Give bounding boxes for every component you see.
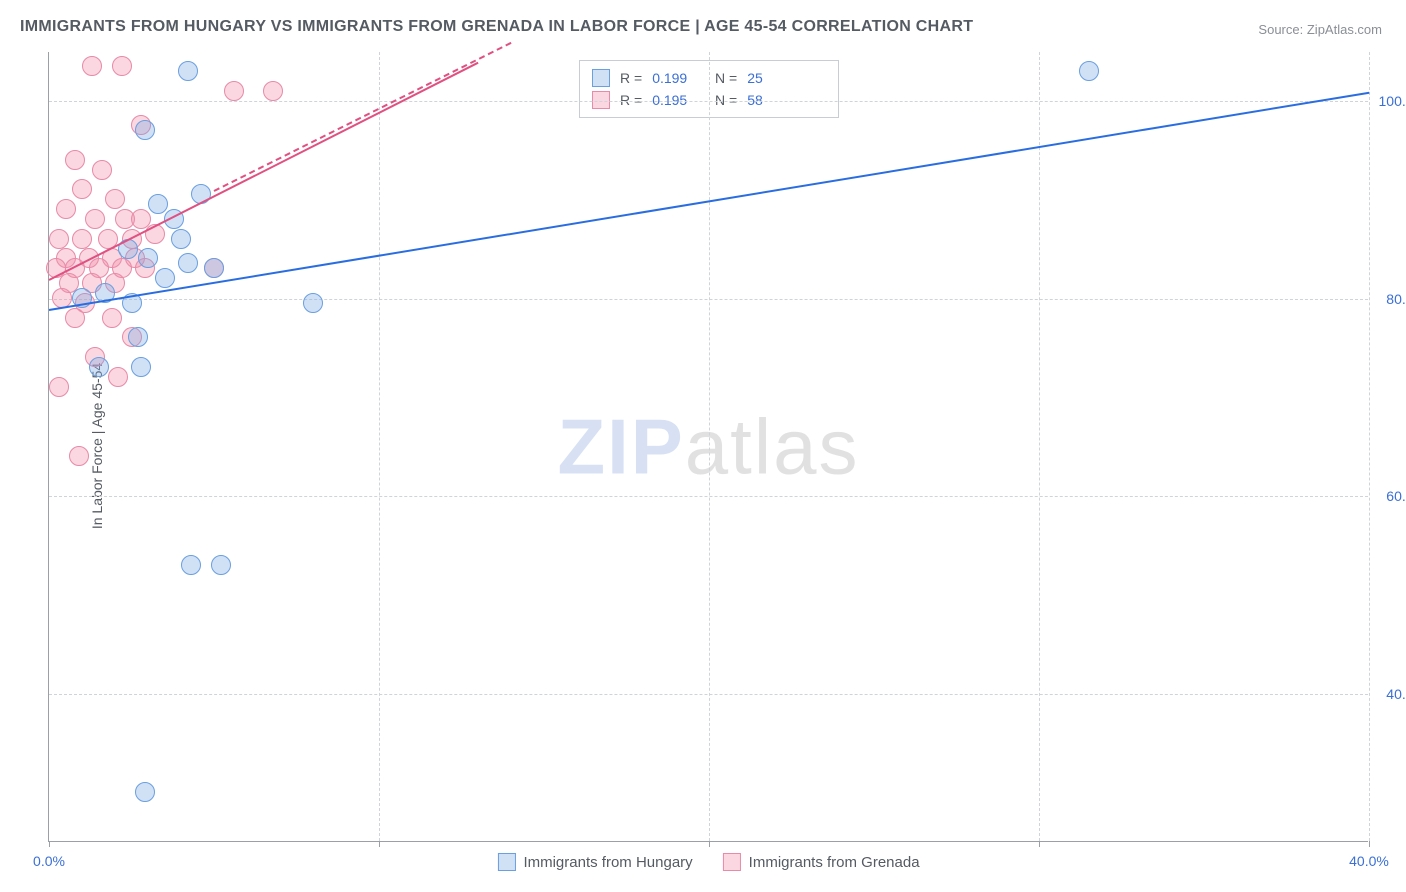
- data-point: [89, 357, 109, 377]
- data-point: [102, 308, 122, 328]
- source-attribution: Source: ZipAtlas.com: [1258, 22, 1382, 37]
- data-point: [1079, 61, 1099, 81]
- data-point: [155, 268, 175, 288]
- data-point: [303, 293, 323, 313]
- data-point: [69, 446, 89, 466]
- y-tick-label: 100.0%: [1379, 93, 1406, 109]
- x-tick-mark: [1369, 841, 1370, 847]
- r-label: R =: [620, 70, 642, 86]
- y-tick-label: 80.0%: [1386, 291, 1406, 307]
- y-tick-label: 60.0%: [1386, 488, 1406, 504]
- data-point: [211, 555, 231, 575]
- x-tick-mark: [49, 841, 50, 847]
- data-point: [65, 150, 85, 170]
- n-value-grenada: 58: [747, 92, 763, 108]
- legend-item-hungary: Immigrants from Hungary: [497, 853, 692, 871]
- data-point: [224, 81, 244, 101]
- chart-container: IMMIGRANTS FROM HUNGARY VS IMMIGRANTS FR…: [0, 0, 1406, 892]
- data-point: [204, 258, 224, 278]
- data-point: [178, 61, 198, 81]
- r-value-hungary: 0.199: [652, 70, 687, 86]
- plot-area: ZIPatlas R = 0.199 N = 25 R = 0.195 N = …: [48, 52, 1368, 842]
- watermark-atlas: atlas: [685, 402, 860, 490]
- data-point: [178, 253, 198, 273]
- x-tick-mark: [709, 841, 710, 847]
- gridline-v: [1369, 52, 1370, 841]
- r-value-grenada: 0.195: [652, 92, 687, 108]
- n-label: N =: [715, 92, 737, 108]
- data-point: [92, 160, 112, 180]
- swatch-hungary: [592, 69, 610, 87]
- data-point: [105, 189, 125, 209]
- n-label: N =: [715, 70, 737, 86]
- legend-label-grenada: Immigrants from Grenada: [749, 854, 920, 871]
- chart-title: IMMIGRANTS FROM HUNGARY VS IMMIGRANTS FR…: [20, 18, 973, 36]
- data-point: [263, 81, 283, 101]
- watermark-zip: ZIP: [557, 402, 684, 490]
- data-point: [138, 248, 158, 268]
- gridline-v: [379, 52, 380, 841]
- data-point: [85, 209, 105, 229]
- data-point: [131, 357, 151, 377]
- x-tick-mark: [1039, 841, 1040, 847]
- data-point: [56, 199, 76, 219]
- swatch-grenada-icon: [723, 853, 741, 871]
- trend-line: [214, 42, 512, 192]
- x-tick-mark: [379, 841, 380, 847]
- data-point: [72, 179, 92, 199]
- data-point: [135, 120, 155, 140]
- n-value-hungary: 25: [747, 70, 763, 86]
- swatch-hungary-icon: [497, 853, 515, 871]
- x-tick-label: 0.0%: [33, 853, 65, 869]
- x-tick-label: 40.0%: [1349, 853, 1389, 869]
- data-point: [112, 56, 132, 76]
- gridline-v: [709, 52, 710, 841]
- data-point: [128, 327, 148, 347]
- data-point: [49, 229, 69, 249]
- gridline-v: [1039, 52, 1040, 841]
- data-point: [148, 194, 168, 214]
- series-legend: Immigrants from Hungary Immigrants from …: [497, 853, 919, 871]
- y-tick-label: 40.0%: [1386, 686, 1406, 702]
- data-point: [72, 229, 92, 249]
- source-label: Source:: [1258, 22, 1303, 37]
- data-point: [135, 782, 155, 802]
- data-point: [49, 377, 69, 397]
- data-point: [171, 229, 191, 249]
- data-point: [82, 56, 102, 76]
- r-label: R =: [620, 92, 642, 108]
- data-point: [108, 367, 128, 387]
- legend-item-grenada: Immigrants from Grenada: [723, 853, 920, 871]
- swatch-grenada: [592, 91, 610, 109]
- data-point: [65, 308, 85, 328]
- source-name: ZipAtlas.com: [1307, 22, 1382, 37]
- legend-label-hungary: Immigrants from Hungary: [523, 854, 692, 871]
- data-point: [181, 555, 201, 575]
